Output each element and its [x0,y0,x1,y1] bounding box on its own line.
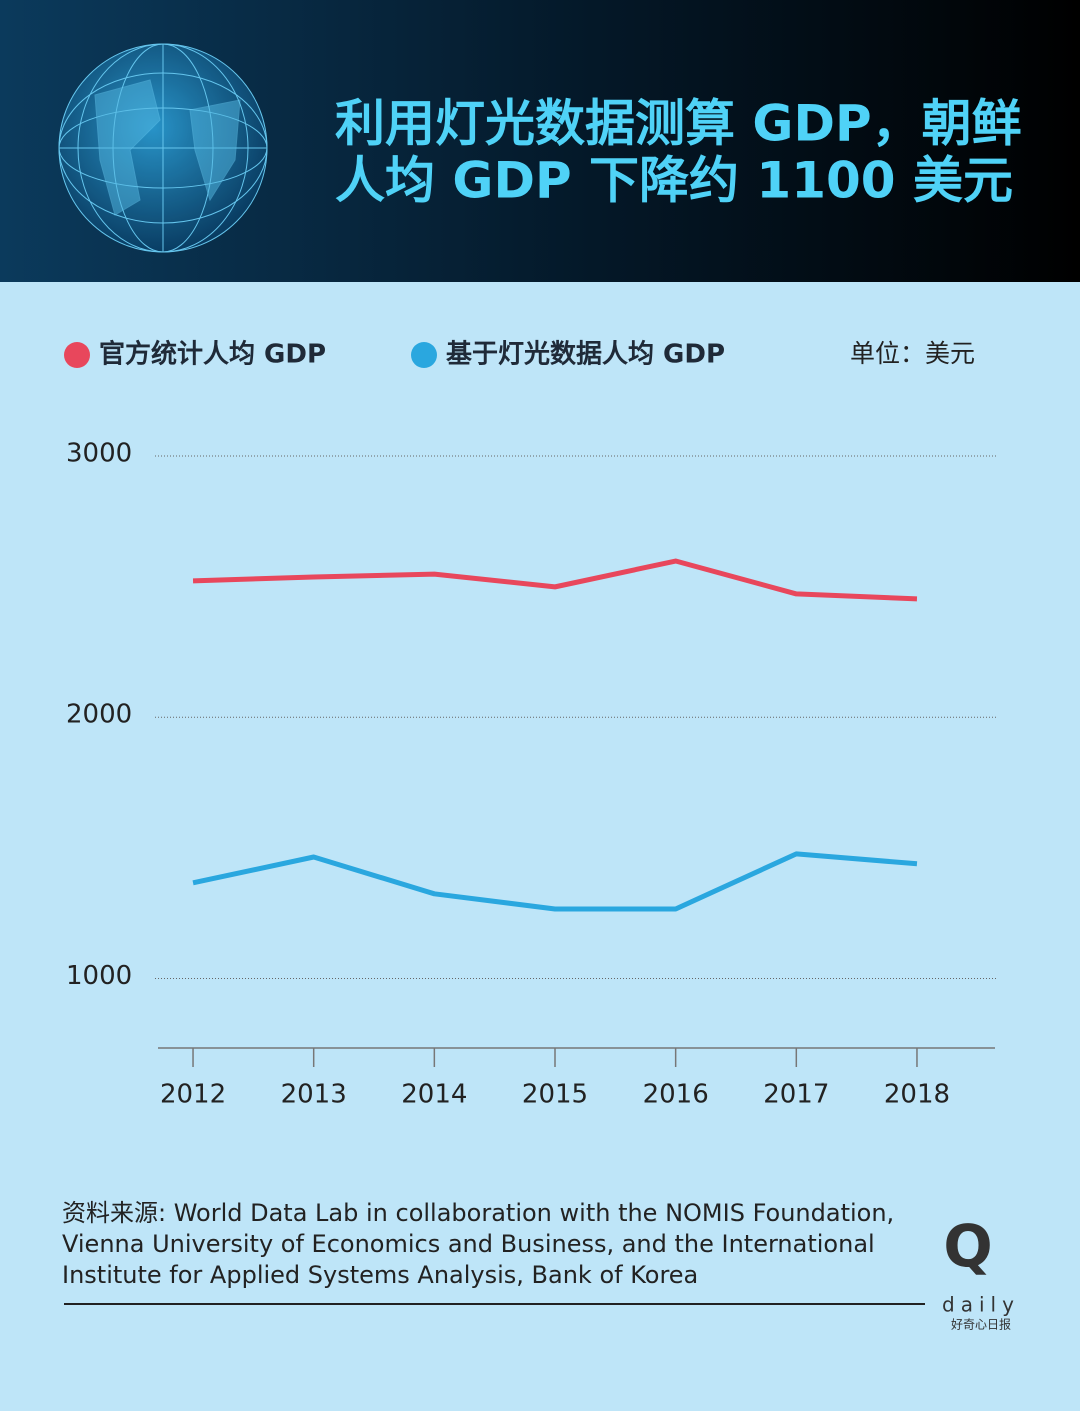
x-tick-label: 2016 [643,1080,709,1110]
x-tick-label: 2013 [281,1080,347,1110]
legend-swatch [411,342,437,368]
source-text: Institute for Applied Systems Analysis, … [62,1261,698,1289]
legend-swatch [64,342,90,368]
series-line [192,851,918,912]
chart-title: 人均 GDP 下降约 1100 美元 [335,152,1013,210]
x-tick-label: 2015 [522,1080,588,1110]
x-tick-label: 2014 [401,1080,467,1110]
globe [58,43,268,253]
x-tick-label: 2018 [884,1080,950,1110]
y-tick-label: 1000 [66,961,132,991]
legend-label: 基于灯光数据人均 GDP [446,340,725,370]
x-tick-label: 2017 [763,1080,829,1110]
y-tick-label: 2000 [66,700,132,730]
series-line [192,558,918,602]
logo-letter: Q [943,1212,992,1280]
source-text: Vienna University of Economics and Busin… [62,1230,875,1258]
source-text: 资料来源: World Data Lab in collaboration wi… [62,1199,894,1227]
logo-word: daily [942,1293,1020,1317]
unit-label: 单位：美元 [850,339,975,368]
legend-label: 官方统计人均 GDP [99,339,326,370]
x-tick-label: 2012 [160,1080,226,1110]
logo-name: 好奇心日报 [951,1317,1011,1332]
chart-title: 利用灯光数据测算 GDP，朝鲜 [335,95,1022,153]
y-tick-label: 3000 [66,439,132,469]
